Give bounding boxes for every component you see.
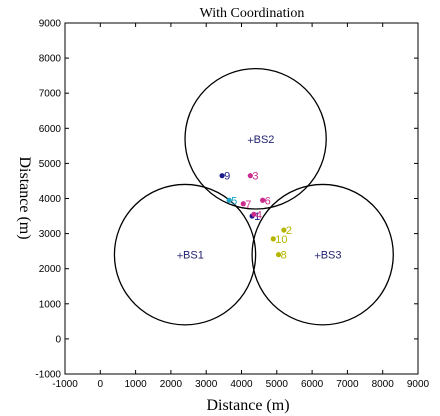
user-label: 3 [252,171,258,183]
user-point [247,173,253,179]
x-tick-label: 6000 [301,379,324,390]
cell-circles [113,67,394,326]
user-label: 4 [256,209,262,221]
user-point [226,197,232,203]
user-label: 7 [245,199,251,211]
y-axis-ticks: -1000 0 1000 2000 3000 4000 5000 6000 7000 8000 90… [35,19,418,381]
chart-title: With Coordination [200,6,305,21]
base-station-markers: + BS1+ BS2+ BS3 [176,134,341,262]
cell-circle-bs2 [184,67,327,210]
user-point [260,197,266,203]
x-axis-label: Distance (m) [206,397,289,414]
x-tick-label: 9000 [407,379,430,390]
bs-marker-plus: + [314,252,322,262]
y-tick-label: 8000 [39,54,62,65]
user-label: 6 [265,195,271,207]
x-axis-ticks: -1000 0 1000 2000 3000 4000 5000 6000 7000 8000 90… [52,23,430,390]
x-tick-label: 4000 [230,379,253,390]
user-label: 2 [286,225,292,237]
bs-marker-plus: + [176,252,184,262]
x-tick-label: 7000 [336,379,359,390]
y-tick-label: 3000 [39,229,62,240]
y-tick-label: 9000 [39,19,62,30]
y-tick-label: 4000 [39,194,62,205]
user-label: 8 [281,250,287,262]
y-tick-label: 7000 [39,89,62,100]
bs-label-bs1: BS1 [183,250,204,262]
bs-marker-plus: + [247,136,255,146]
cell-circle-bs1 [113,183,257,326]
user-point [219,173,225,179]
y-tick-label: 1000 [39,299,62,310]
user-point [270,236,276,242]
user-point [275,252,282,258]
x-tick-label: 5000 [266,379,289,390]
x-tick-label: -1000 [52,379,78,390]
y-tick-label: 5000 [39,159,62,170]
y-tick-label: -1000 [35,370,61,381]
x-tick-label: 1000 [124,379,147,390]
user-point [251,211,257,217]
y-tick-label: 6000 [39,124,62,135]
bs-label-bs3: BS3 [321,250,342,262]
user-markers: 1 2 3 4 5 6 7 8 9 10 [219,171,292,262]
user-point [281,227,287,233]
cell-circle-bs3 [251,183,394,326]
x-tick-label: 0 [98,379,104,390]
user-label: 9 [224,171,230,183]
y-tick-label: 0 [55,334,61,345]
user-label: 1 [254,211,260,223]
x-tick-label: 2000 [160,379,183,390]
user-point [240,201,246,207]
user-label: 5 [231,195,237,207]
y-tick-label: 2000 [39,264,62,275]
bs-label-bs2: BS2 [254,134,275,146]
y-axis-label: Distance (m) [16,156,33,239]
x-tick-label: 8000 [372,379,395,390]
user-label: 10 [275,234,287,246]
x-tick-label: 3000 [195,379,218,390]
